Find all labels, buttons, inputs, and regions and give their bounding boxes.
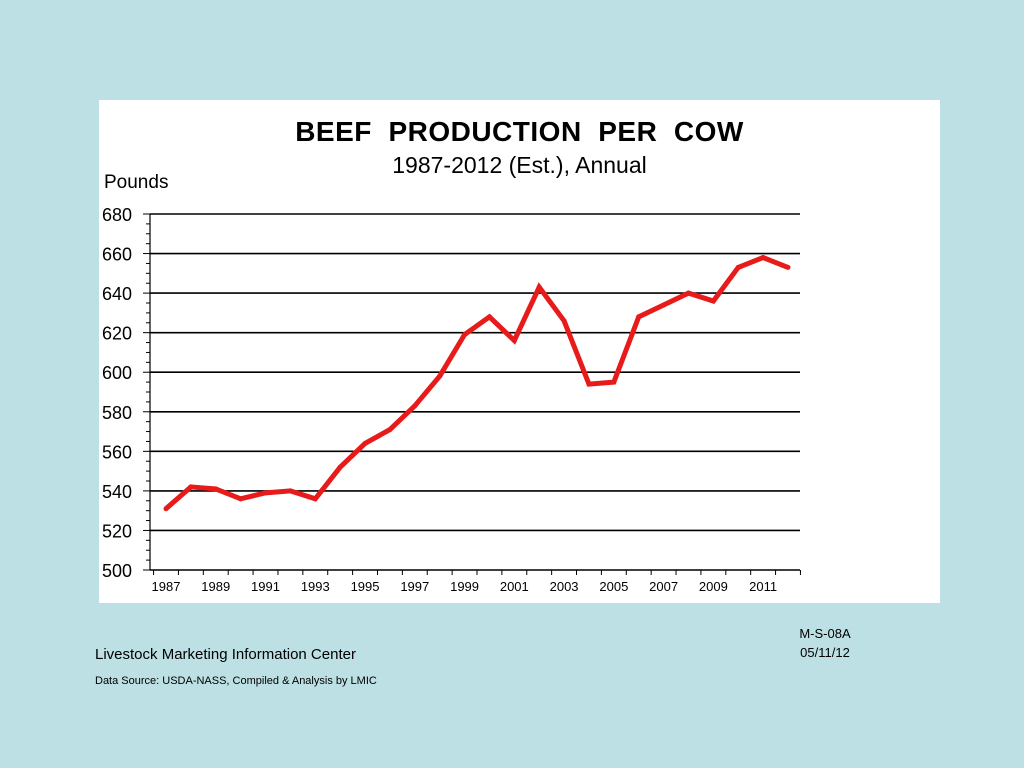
chart-title: BEEF PRODUCTION PER COW [295, 116, 744, 147]
data-point-2001 [511, 338, 517, 344]
x-tick-label: 2007 [649, 579, 678, 594]
data-point-1999 [462, 332, 468, 338]
series-line-beef-per-cow [164, 254, 789, 511]
data-point-1988 [188, 484, 194, 490]
data-point-2004 [586, 381, 592, 387]
y-tick-label: 680 [102, 205, 132, 225]
chart-panel: BEEF PRODUCTION PER COW 1987-2012 (Est.)… [99, 100, 940, 603]
x-tick-label: 2003 [550, 579, 579, 594]
data-point-1992 [287, 488, 293, 494]
data-point-2008 [685, 290, 691, 296]
x-tick-label: 2009 [699, 579, 728, 594]
data-point-2012 [785, 264, 791, 270]
x-tick-label: 1991 [251, 579, 280, 594]
y-tick-label: 580 [102, 403, 132, 423]
y-tick-label: 540 [102, 482, 132, 502]
chart-date: 05/11/12 [800, 645, 850, 660]
line-chart: 500 520 540 560 580 600 620 640 660 680 1987 1989 19… [102, 205, 801, 594]
data-point-1996 [387, 427, 393, 433]
x-tick-label: 2005 [599, 579, 628, 594]
y-tick-label: 640 [102, 284, 132, 304]
data-point-2003 [561, 318, 567, 324]
x-tick-label: 1989 [201, 579, 230, 594]
data-point-1993 [312, 496, 318, 502]
y-tick-label: 500 [102, 561, 132, 581]
x-tick-label: 1997 [400, 579, 429, 594]
data-point-1994 [337, 464, 343, 470]
footer-organization: Livestock Marketing Information Center [95, 646, 356, 663]
data-point-1991 [263, 490, 269, 496]
y-tick-label: 660 [102, 245, 132, 265]
x-tick-label: 1995 [351, 579, 380, 594]
x-tick-label: 1999 [450, 579, 479, 594]
x-tick-label: 2011 [749, 579, 777, 594]
y-tick-label: 600 [102, 363, 132, 383]
x-tick-label: 1993 [301, 579, 330, 594]
footer-data-source: Data Source: USDA-NASS, Compiled & Analy… [95, 675, 377, 687]
data-point-1995 [362, 440, 368, 446]
y-tick-label: 620 [102, 324, 132, 344]
data-point-2002 [536, 284, 542, 290]
data-point-2007 [661, 302, 667, 308]
data-point-1997 [412, 403, 418, 409]
data-point-1987 [163, 506, 169, 512]
data-point-2009 [710, 298, 716, 304]
y-axis-unit-label: Pounds [104, 172, 169, 193]
chart-code: M-S-08A [799, 626, 851, 641]
data-point-2000 [486, 314, 492, 320]
y-tick-label: 520 [102, 521, 132, 541]
y-tick-label: 560 [102, 442, 132, 462]
chart-subtitle: 1987-2012 (Est.), Annual [392, 152, 647, 178]
data-point-1989 [213, 486, 219, 492]
data-point-1998 [437, 373, 443, 379]
data-point-2010 [735, 264, 741, 270]
x-tick-label: 1987 [152, 579, 181, 594]
x-tick-label: 2001 [500, 579, 529, 594]
data-point-1990 [238, 496, 244, 502]
data-point-2005 [611, 379, 617, 385]
data-point-2011 [760, 255, 766, 261]
data-point-2006 [636, 314, 642, 320]
